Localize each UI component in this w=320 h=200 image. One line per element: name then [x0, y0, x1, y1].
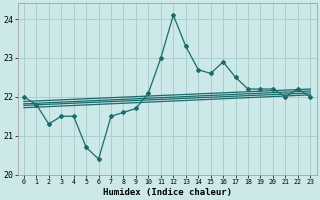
- X-axis label: Humidex (Indice chaleur): Humidex (Indice chaleur): [103, 188, 232, 197]
